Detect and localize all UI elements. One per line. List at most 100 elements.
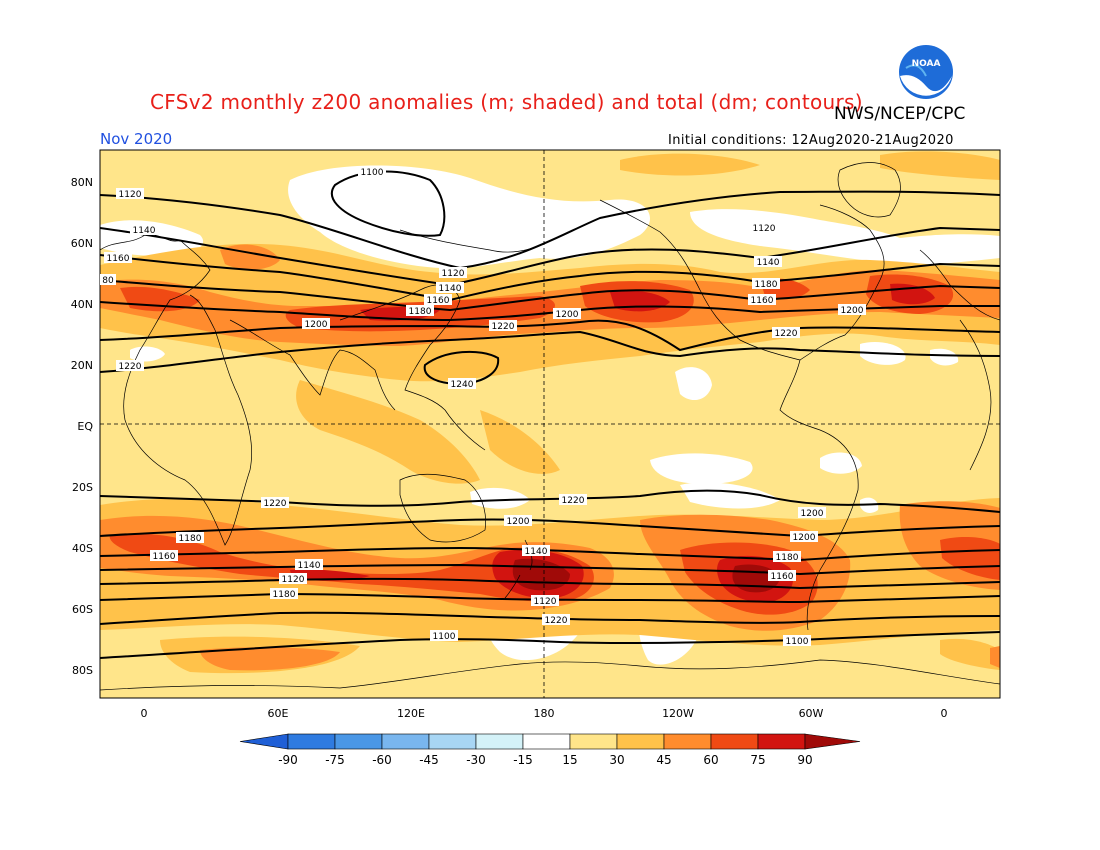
colorbar-tick: 75 (750, 753, 765, 767)
contour-label: 1140 (522, 545, 550, 557)
svg-text:1140: 1140 (298, 561, 321, 571)
contour-label: 1160 (748, 294, 776, 306)
colorbar-tick: -45 (419, 753, 439, 767)
contour-label: 1160 (768, 570, 796, 582)
colorbar-high-arrow (804, 733, 861, 750)
lon-label-60e: 60E (268, 707, 289, 720)
colorbar-box (569, 733, 618, 750)
svg-text:1200: 1200 (841, 306, 864, 316)
lat-label-20n: 20N (71, 359, 93, 372)
contour-label: 1220 (489, 320, 517, 332)
contour-label: 1240 (448, 378, 476, 390)
lat-label-60n: 60N (71, 237, 93, 250)
svg-text:1100: 1100 (433, 632, 456, 642)
colorbar-tick: 15 (562, 753, 577, 767)
svg-text:1140: 1140 (133, 226, 156, 236)
colorbar-box (710, 733, 759, 750)
colorbar-box (757, 733, 806, 750)
colorbar-tick: 60 (703, 753, 718, 767)
contour-label: 1140 (754, 256, 782, 268)
lon-label-120e: 120E (397, 707, 425, 720)
contour-label: 1200 (790, 531, 818, 543)
contour-label: 1120 (116, 188, 144, 200)
svg-text:1160: 1160 (107, 254, 130, 264)
noaa-logo-text: NOAA (912, 59, 941, 69)
contour-label: 1100 (430, 630, 458, 642)
lat-label-eq: EQ (77, 420, 93, 433)
svg-text:1220: 1220 (562, 496, 585, 506)
latitude-labels: 80N 60N 40N 20N EQ 20S 40S 60S 80S (71, 176, 94, 677)
contour-label: 1180 (176, 532, 204, 544)
contour-label: 1200 (302, 318, 330, 330)
svg-text:1140: 1140 (525, 547, 548, 557)
lon-label-0-east: 0 (941, 707, 948, 720)
svg-text:1180: 1180 (179, 534, 202, 544)
forecast-month: Nov 2020 (100, 130, 173, 148)
svg-text:1220: 1220 (264, 499, 287, 509)
contour-label: 1100 (358, 166, 386, 178)
colorbar-low-arrow (239, 733, 289, 750)
lon-label-120w: 120W (662, 707, 694, 720)
contour-label: 1200 (798, 507, 826, 519)
svg-text:1200: 1200 (793, 533, 816, 543)
svg-text:1180: 1180 (755, 280, 778, 290)
contour-label: 80 (100, 274, 116, 286)
colorbar: -90 -75 -60 -45 -30 -15 15 30 45 60 75 90 (239, 733, 861, 767)
svg-text:1100: 1100 (786, 637, 809, 647)
lon-label-0: 0 (141, 707, 148, 720)
lon-label-60w: 60W (799, 707, 824, 720)
colorbar-box (522, 733, 571, 750)
svg-text:1140: 1140 (439, 284, 462, 294)
contour-label: 1100 (783, 635, 811, 647)
lat-label-80n: 80N (71, 176, 93, 189)
contour-label: 1180 (752, 278, 780, 290)
noaa-logo: NOAA (897, 43, 955, 101)
svg-text:1120: 1120 (753, 224, 776, 234)
lat-label-80s: 80S (72, 664, 93, 677)
svg-text:1160: 1160 (751, 296, 774, 306)
contour-label: 1180 (406, 305, 434, 317)
svg-text:1180: 1180 (776, 553, 799, 563)
contour-label: 1200 (504, 515, 532, 527)
colorbar-box (616, 733, 665, 750)
colorbar-tick: -60 (372, 753, 392, 767)
colorbar-tick: -30 (466, 753, 486, 767)
contour-label: 1140 (436, 282, 464, 294)
contour-label: 1220 (559, 494, 587, 506)
contour-label: 1220 (261, 497, 289, 509)
agency-label: NWS/NCEP/CPC (834, 104, 966, 124)
contour-label: 1120 (531, 595, 559, 607)
svg-text:1220: 1220 (545, 616, 568, 626)
contour-label: 1160 (150, 550, 178, 562)
contour-label: 1220 (116, 360, 144, 372)
contour-label: 1160 (424, 294, 452, 306)
coastlines (100, 162, 1000, 691)
contour-label: 1160 (104, 252, 132, 264)
initial-conditions: Initial conditions: 12Aug2020-21Aug2020 (668, 133, 954, 148)
colorbar-tick: -90 (278, 753, 298, 767)
svg-text:1220: 1220 (775, 329, 798, 339)
colorbar-box (334, 733, 383, 750)
svg-text:1160: 1160 (771, 572, 794, 582)
longitude-labels: 0 60E 120E 180 120W 60W 0 (141, 707, 948, 720)
contour-label: 1200 (553, 308, 581, 320)
svg-text:1120: 1120 (119, 190, 142, 200)
colorbar-tick: 30 (609, 753, 624, 767)
contour-label: 1200 (838, 304, 866, 316)
contour-label: 1220 (542, 614, 570, 626)
colorbar-box (428, 733, 477, 750)
height-contours (100, 170, 1000, 659)
colorbar-tick: 90 (797, 753, 812, 767)
colorbar-tick: 45 (656, 753, 671, 767)
contour-label: 1120 (439, 267, 467, 279)
svg-text:1160: 1160 (427, 296, 450, 306)
svg-text:1120: 1120 (282, 575, 305, 585)
svg-text:1240: 1240 (451, 380, 474, 390)
lat-label-40s: 40S (72, 542, 93, 555)
svg-text:1200: 1200 (801, 509, 824, 519)
lat-label-20s: 20S (72, 481, 93, 494)
colorbar-tick: -75 (325, 753, 345, 767)
contour-label: 1120 (750, 222, 778, 234)
map-title: CFSv2 monthly z200 anomalies (m; shaded)… (150, 90, 863, 114)
